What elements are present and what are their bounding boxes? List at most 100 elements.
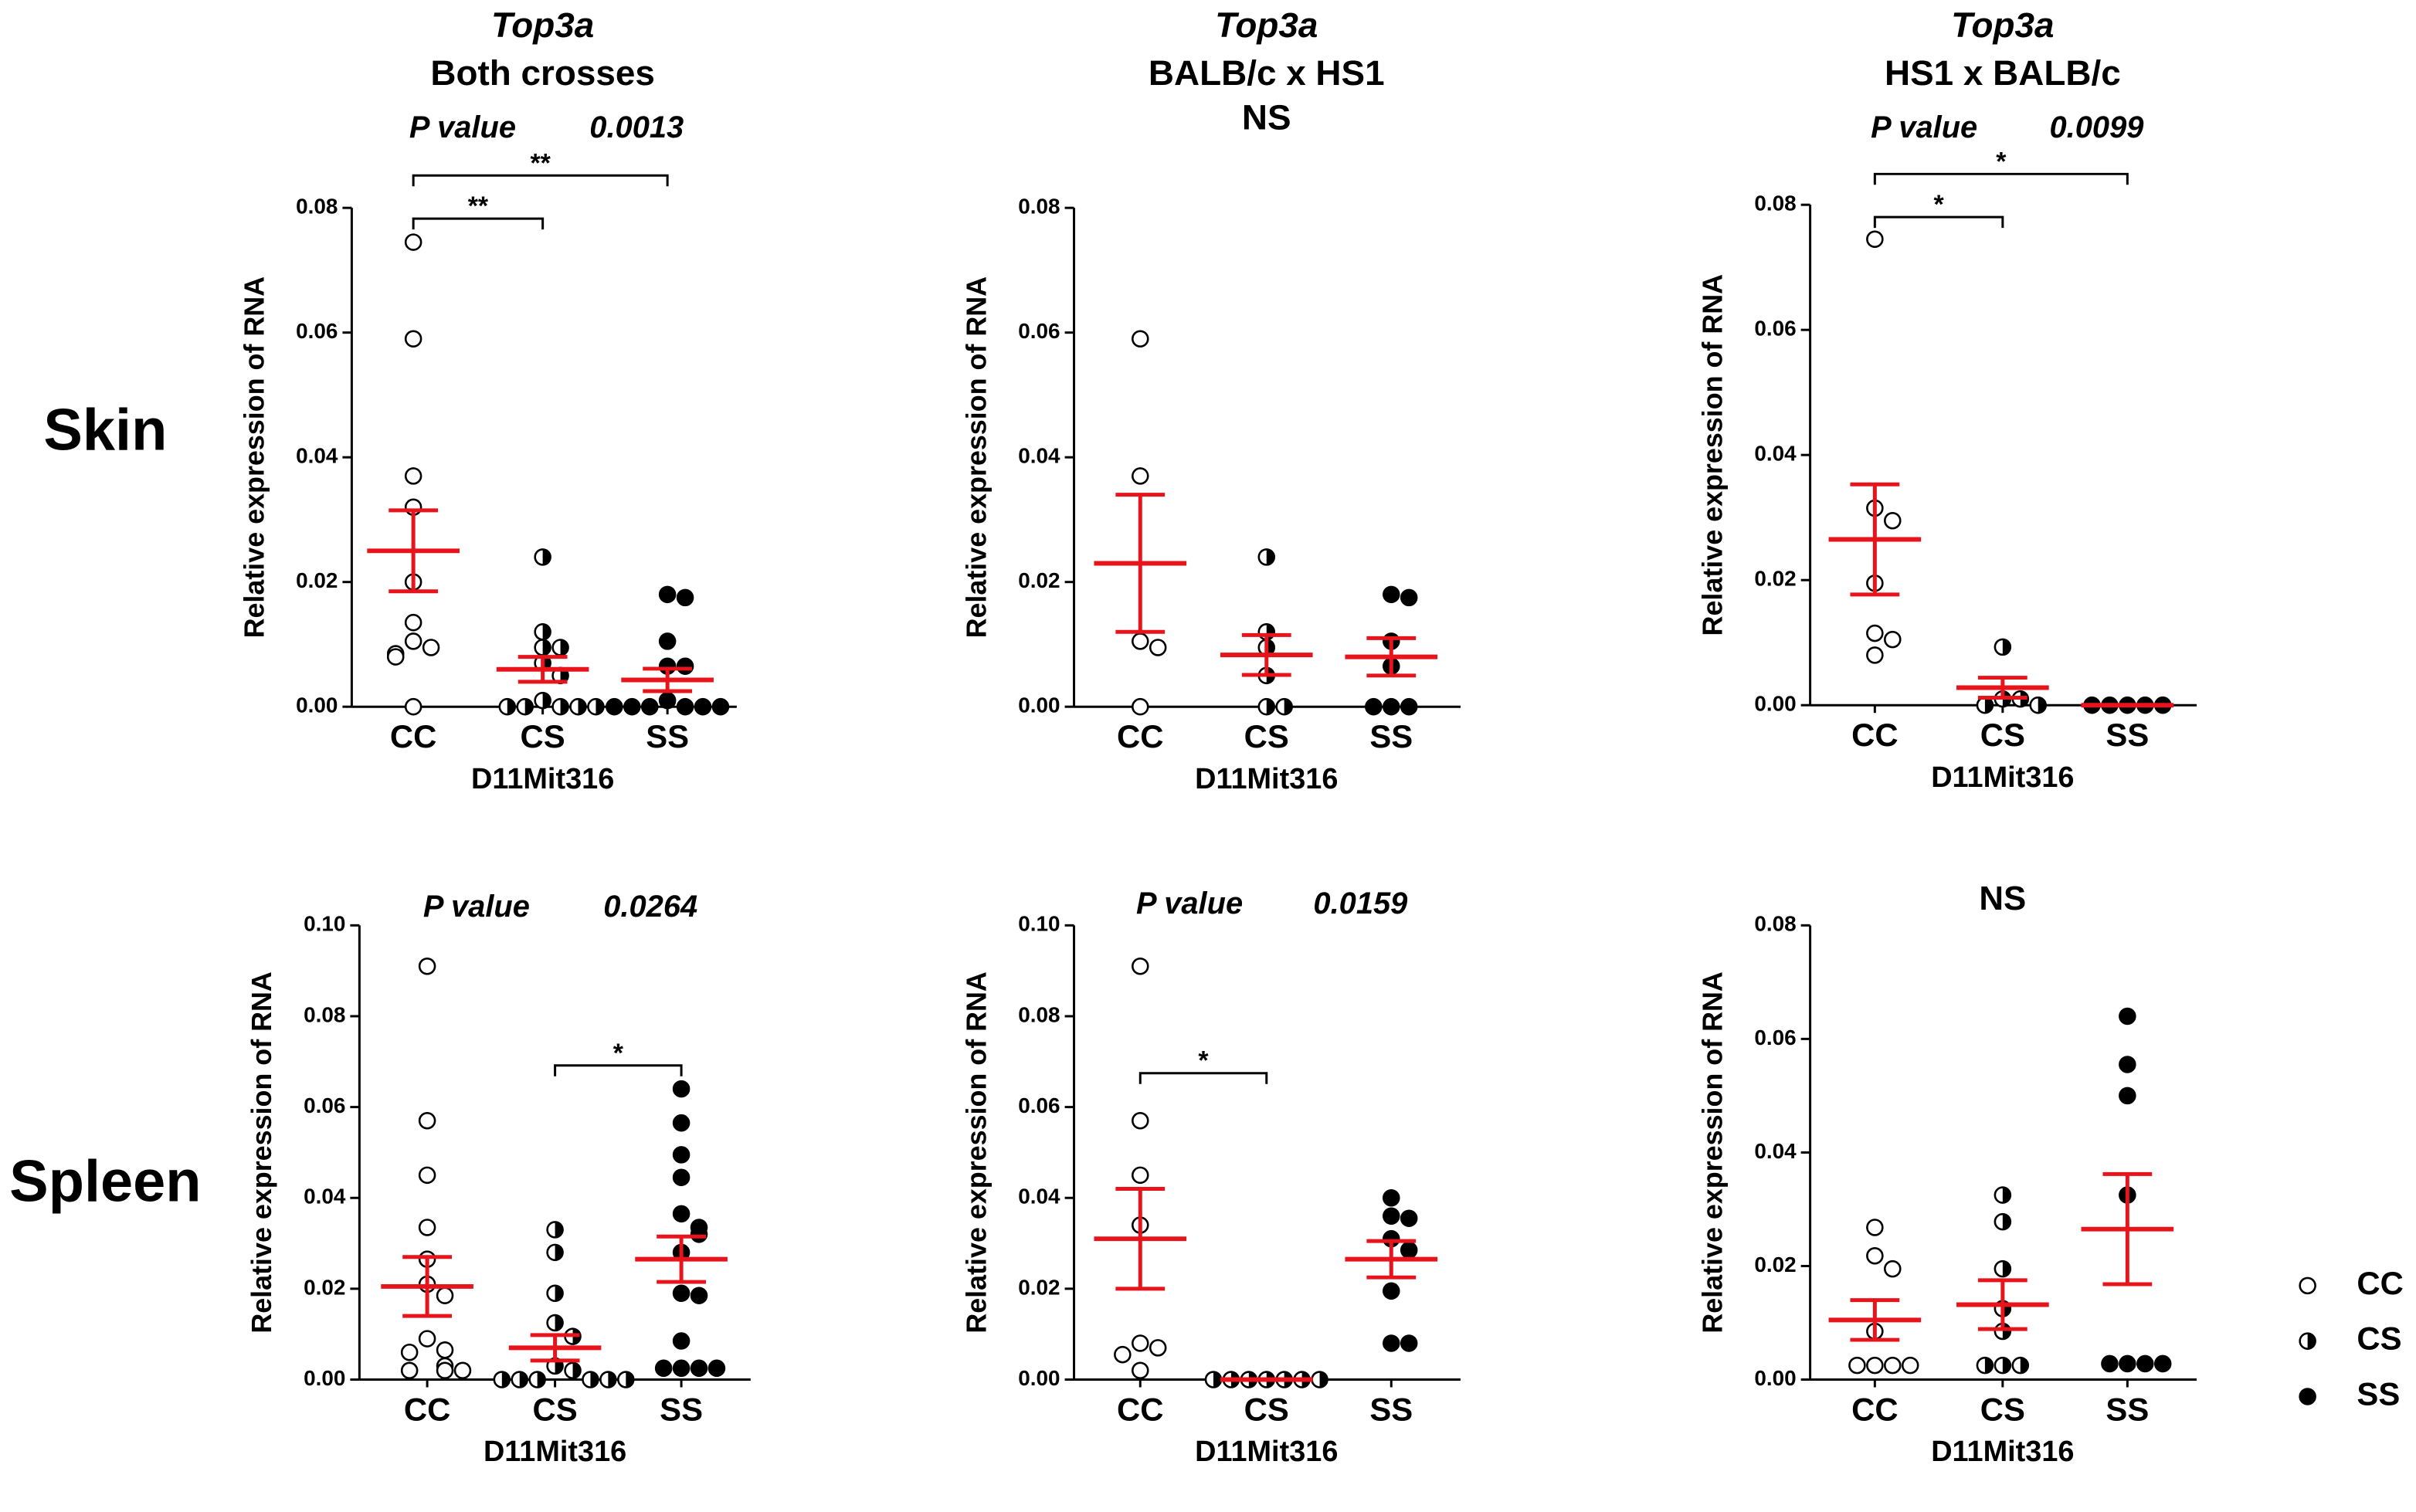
data-point xyxy=(672,1114,691,1132)
point-outline xyxy=(623,697,641,716)
point-half xyxy=(542,624,551,640)
point-outline xyxy=(1383,1282,1400,1300)
data-point xyxy=(1132,467,1149,485)
y-tick-label: 0.04 xyxy=(296,444,338,468)
point-outline xyxy=(1866,1219,1884,1236)
y-tick-label: 0.08 xyxy=(1018,195,1060,219)
data-point xyxy=(534,639,551,656)
y-tick-label: 0.00 xyxy=(296,693,338,717)
data-point xyxy=(1114,1345,1132,1364)
data-point xyxy=(2011,1356,2030,1375)
y-tick-label: 0.08 xyxy=(296,195,338,219)
x-tick-label: CC xyxy=(1117,1391,1163,1427)
data-point xyxy=(711,697,730,716)
data-point xyxy=(672,1168,691,1187)
y-tick-label: 0.00 xyxy=(1018,1366,1060,1390)
x-tick-label: CS xyxy=(521,718,565,754)
data-point xyxy=(617,1371,635,1388)
point-half xyxy=(1984,1358,1993,1374)
y-tick-label: 0.02 xyxy=(304,1275,345,1299)
data-point xyxy=(2029,696,2047,714)
point-outline xyxy=(672,1284,691,1303)
y-tick-label: 0.06 xyxy=(1018,1093,1060,1117)
point-outline xyxy=(672,1146,691,1164)
y-axis-label: Relative expression of RNA xyxy=(961,276,992,639)
y-tick-label: 0.00 xyxy=(1754,692,1796,716)
point-half xyxy=(542,549,551,565)
point-outline xyxy=(672,1205,691,1223)
data-point xyxy=(511,1371,528,1388)
point-half xyxy=(2307,1333,2316,1349)
point-outline xyxy=(436,1361,454,1380)
significance-stars: * xyxy=(1934,190,1945,219)
y-tick-label: 0.04 xyxy=(1018,1185,1060,1209)
data-point xyxy=(404,233,422,251)
p-value-label: P value xyxy=(1871,110,1977,144)
point-outline xyxy=(1132,632,1149,650)
point-half xyxy=(555,1315,563,1331)
point-outline xyxy=(1132,467,1149,485)
data-point xyxy=(404,697,422,716)
point-outline xyxy=(658,632,677,650)
point-half xyxy=(542,693,551,709)
p-value: 0.0099 xyxy=(2050,110,2144,144)
data-point xyxy=(551,697,569,716)
point-half xyxy=(1984,697,1993,714)
data-point xyxy=(672,1146,691,1164)
data-point xyxy=(1383,1282,1400,1300)
data-point xyxy=(546,1284,564,1303)
data-point xyxy=(418,1219,436,1236)
data-point xyxy=(546,1314,564,1332)
point-outline xyxy=(1132,1361,1149,1380)
data-point xyxy=(2119,1007,2136,1026)
data-point xyxy=(534,623,551,641)
point-outline xyxy=(1383,1207,1400,1226)
x-tick-label: CS xyxy=(1244,718,1289,754)
point-half xyxy=(578,699,586,715)
point-outline xyxy=(2119,1007,2136,1026)
point-outline xyxy=(1884,511,1902,530)
data-point xyxy=(1132,330,1149,348)
y-tick-label: 0.04 xyxy=(1754,1139,1797,1163)
point-half xyxy=(1213,1371,1221,1388)
significance-stars: * xyxy=(613,1039,624,1068)
point-outline xyxy=(1383,585,1400,604)
data-point xyxy=(436,1341,454,1359)
significance-bracket xyxy=(412,174,669,187)
data-point xyxy=(1383,585,1400,604)
x-tick-label: SS xyxy=(1369,1391,1413,1427)
x-axis-label: D11Mit316 xyxy=(471,763,614,795)
point-half xyxy=(507,699,515,715)
legend-label: CS xyxy=(2357,1320,2401,1357)
data-point xyxy=(1383,1188,1400,1207)
point-half xyxy=(1284,699,1292,715)
data-point xyxy=(658,691,677,710)
data-point xyxy=(528,1371,546,1388)
y-tick-label: 0.02 xyxy=(1018,568,1060,592)
panel-title: Top3a xyxy=(1951,5,2054,45)
annotation: NS xyxy=(1979,880,2026,917)
panel-title: BALB/c x HS1 xyxy=(1149,53,1385,93)
point-half xyxy=(2038,697,2046,714)
point-outline xyxy=(2119,1354,2136,1373)
data-point xyxy=(418,1166,436,1185)
point-outline xyxy=(453,1361,472,1380)
point-outline xyxy=(436,1287,454,1304)
data-point xyxy=(1132,697,1149,716)
data-point xyxy=(587,697,605,716)
data-point xyxy=(1383,697,1400,716)
point-outline xyxy=(404,467,422,485)
point-half xyxy=(1266,549,1274,565)
point-outline xyxy=(1400,588,1418,607)
point-half xyxy=(519,1371,528,1388)
y-tick-label: 0.06 xyxy=(296,319,338,343)
x-tick-label: SS xyxy=(2106,1391,2149,1427)
data-point xyxy=(1884,1356,1902,1375)
y-tick-label: 0.02 xyxy=(1754,1253,1796,1276)
point-outline xyxy=(1114,1345,1132,1364)
data-point xyxy=(534,691,551,710)
data-point xyxy=(516,697,534,716)
panel-title: HS1 x BALB/c xyxy=(1885,53,2121,93)
point-outline xyxy=(672,1080,691,1098)
point-outline xyxy=(1383,1188,1400,1207)
